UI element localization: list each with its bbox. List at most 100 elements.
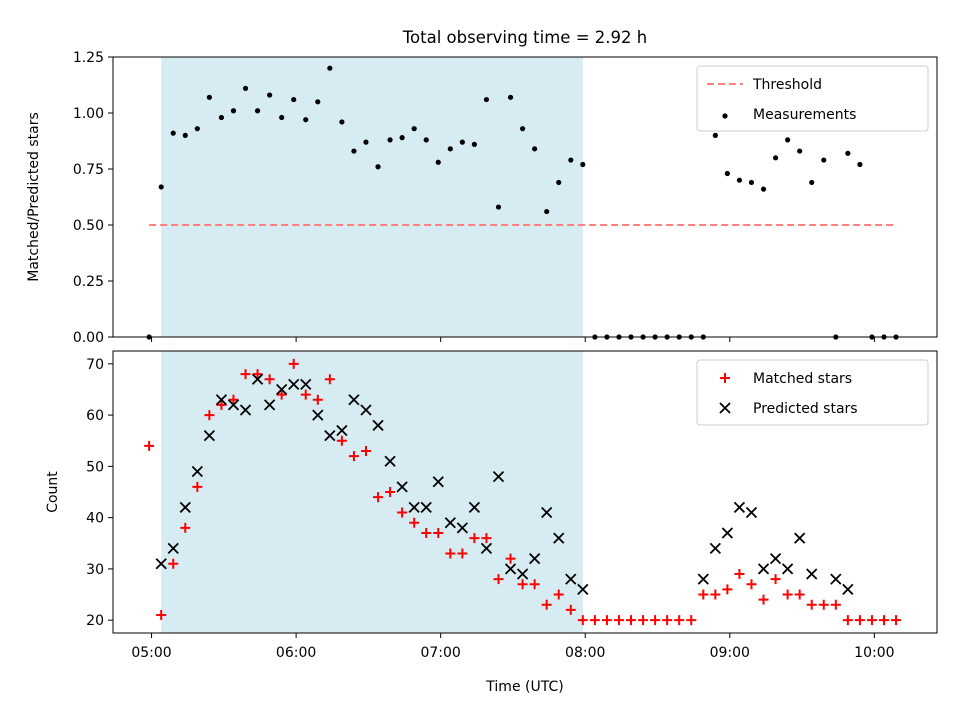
data-point <box>206 94 212 100</box>
matched-point <box>806 599 817 610</box>
y-tick-label: 1.00 <box>73 106 104 122</box>
data-point <box>291 96 297 103</box>
data-point <box>279 114 285 121</box>
matched-point <box>758 594 769 605</box>
matched-point <box>192 481 203 492</box>
matched-point <box>662 615 673 626</box>
matched-point <box>517 579 528 590</box>
matched-point <box>373 492 384 503</box>
predicted-point <box>709 542 721 555</box>
matched-stars-series <box>144 358 902 626</box>
matched-point <box>794 589 805 600</box>
x-tick-label: 06:00 <box>276 645 316 661</box>
axes-frame <box>112 56 938 338</box>
x-tick-label: 08:00 <box>565 645 605 661</box>
predicted-point <box>203 429 216 442</box>
chart-title: Total observing time = 2.92 h <box>402 28 647 47</box>
matched-point <box>722 584 733 595</box>
data-point <box>158 184 164 190</box>
data-point <box>809 179 815 186</box>
top-panel-ratio: 0.00 0.25 0.50 0.75 1.00 1.25 Matched/Predicte… <box>26 50 938 346</box>
matched-point <box>746 579 757 590</box>
matched-point <box>144 440 155 451</box>
data-point <box>785 137 791 143</box>
data-point <box>519 126 526 132</box>
matched-point <box>650 615 661 626</box>
predicted-point <box>312 409 324 421</box>
data-point <box>303 117 309 123</box>
matched-point <box>686 615 697 626</box>
data-point <box>724 170 730 177</box>
y-axis-label: Matched/Predicted stars <box>26 112 42 282</box>
predicted-point <box>769 553 782 565</box>
predicted-point <box>336 424 348 437</box>
matched-point <box>698 589 709 600</box>
matched-point <box>541 599 552 610</box>
predicted-point <box>565 573 577 585</box>
y-tick-label: 0.50 <box>73 218 104 234</box>
predicted-point <box>745 506 758 519</box>
matched-point <box>553 589 564 600</box>
matched-point <box>397 507 408 518</box>
data-point <box>230 108 237 114</box>
matched-point <box>180 522 191 533</box>
matched-point <box>830 599 841 610</box>
data-point <box>556 179 562 186</box>
predicted-point <box>541 506 553 519</box>
matched-point <box>312 394 323 405</box>
predicted-point <box>757 563 770 575</box>
legend: Matched stars Predicted stars <box>696 359 929 426</box>
data-point <box>580 161 586 168</box>
predicted-point <box>324 429 336 442</box>
matched-point <box>469 533 480 544</box>
data-point <box>170 130 176 136</box>
matched-point <box>445 548 456 559</box>
matched-point <box>878 615 889 626</box>
matched-point <box>481 533 492 544</box>
x-tick-label: 05:00 <box>131 645 171 661</box>
data-point <box>568 157 574 163</box>
data-point <box>459 139 465 145</box>
matched-point <box>433 528 444 539</box>
predicted-point <box>384 455 396 467</box>
data-point <box>544 208 550 215</box>
data-point <box>339 119 345 125</box>
legend-entry: Threshold <box>752 77 822 93</box>
matched-point <box>252 369 263 380</box>
x-tick-label: 07:00 <box>420 645 460 661</box>
data-point <box>532 146 538 152</box>
legend-entry: Predicted stars <box>753 401 858 417</box>
matched-point <box>842 615 853 626</box>
data-point <box>748 179 755 186</box>
data-point <box>495 204 502 210</box>
predicted-point <box>516 568 529 580</box>
predicted-stars-series <box>155 373 854 596</box>
predicted-point <box>348 394 360 406</box>
data-point <box>411 126 417 132</box>
matched-point <box>336 435 347 446</box>
matched-point <box>601 615 612 626</box>
y-tick-label: 60 <box>86 408 104 424</box>
measurements-series <box>146 65 899 340</box>
matched-point <box>168 558 179 569</box>
predicted-point <box>288 378 300 390</box>
matched-point <box>818 599 829 610</box>
axes-frame <box>112 350 938 634</box>
legend-entry: Matched stars <box>753 371 852 387</box>
matched-point <box>866 615 877 626</box>
data-point <box>423 137 429 143</box>
data-point <box>351 148 357 154</box>
matched-point <box>421 528 432 539</box>
predicted-point <box>468 501 481 514</box>
matched-point <box>264 374 275 385</box>
predicted-point <box>553 532 565 544</box>
matched-point <box>891 615 902 626</box>
y-tick-label: 30 <box>86 562 104 578</box>
matched-point <box>204 410 215 421</box>
predicted-point <box>251 373 264 385</box>
matched-point <box>638 615 649 626</box>
matched-point <box>360 445 371 456</box>
predicted-point <box>432 476 444 488</box>
matched-point <box>276 389 287 400</box>
y-tick-label: 0.00 <box>73 330 104 346</box>
